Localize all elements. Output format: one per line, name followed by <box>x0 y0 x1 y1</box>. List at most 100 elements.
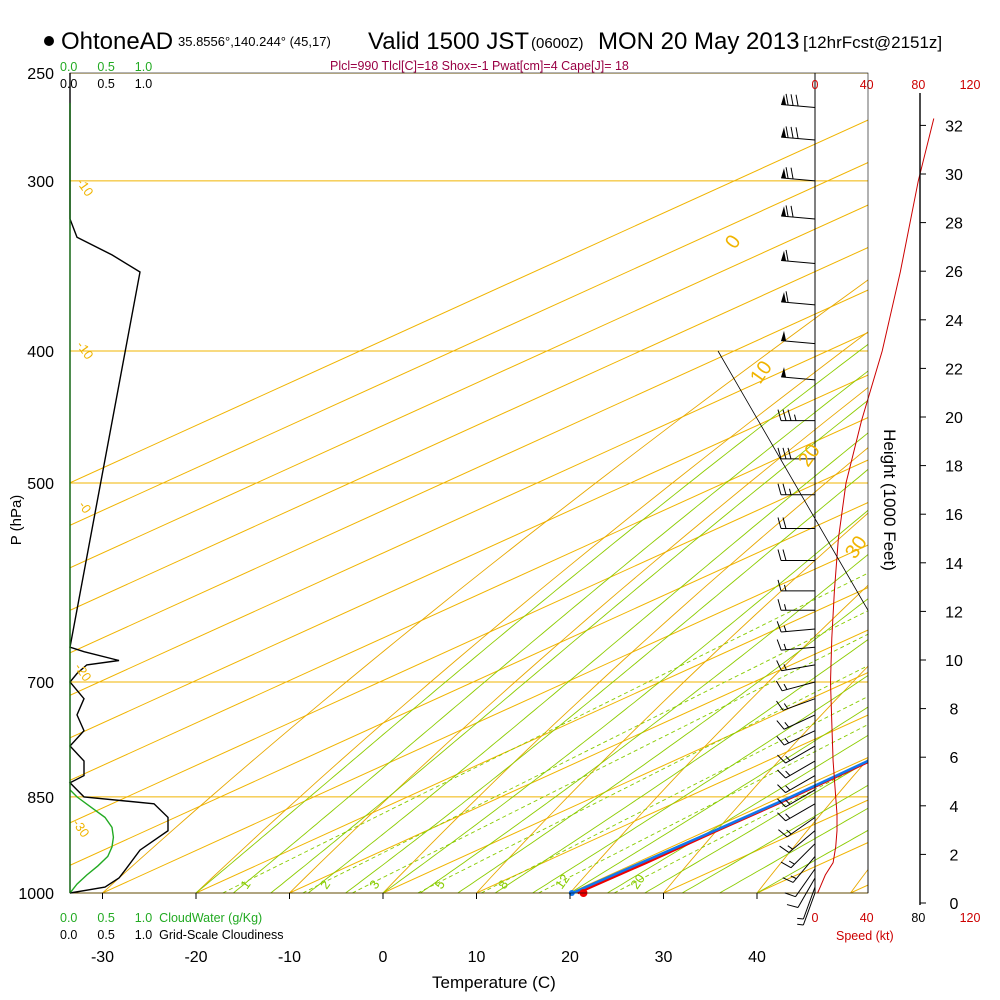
plot-frame <box>69 72 869 894</box>
pressure-tick-label: 300 <box>27 174 54 191</box>
wind-barb-half <box>784 737 790 744</box>
valid-time: Valid 1500 JST <box>368 28 529 55</box>
wind-barb <box>777 803 816 822</box>
moist-adiabat-line <box>719 807 868 894</box>
wind-barb-feather <box>785 205 789 217</box>
wind-barb-half <box>794 414 797 421</box>
forecast-info: [12hrFcst@2151z] <box>803 33 942 52</box>
dry-adiabat-line <box>850 868 868 894</box>
wind-barb-half <box>787 845 794 850</box>
moist-adiabat-line <box>420 553 868 894</box>
wind-barb-feather <box>777 483 782 495</box>
temperature-tick-label: -10 <box>278 949 301 966</box>
isotherm-line <box>70 501 868 866</box>
height-tick-label: 8 <box>950 702 959 719</box>
mixing-ratio-label: 20 <box>627 871 648 891</box>
wind-barb <box>777 579 815 592</box>
wind-barb-feather <box>787 409 792 421</box>
wind-barb-staff <box>781 646 816 651</box>
dry-adiabat-line <box>663 665 868 894</box>
isotherm-line <box>289 629 868 894</box>
dry-adiabat-line <box>476 512 868 894</box>
wind-barbs <box>775 93 816 926</box>
wind-barb-flag <box>781 292 787 303</box>
height-tick-label: 32 <box>945 118 963 135</box>
moist-adiabat-line <box>233 370 868 894</box>
pressure-tick-label: 850 <box>27 790 54 807</box>
wind-barb-staff <box>781 301 816 306</box>
isotherm-label: 30 <box>841 532 872 563</box>
wind-barb-half <box>784 584 787 591</box>
wind-barb <box>777 549 815 562</box>
wind-barb-feather <box>790 94 794 106</box>
wind-barb <box>777 775 816 794</box>
pressure-tick-label: 400 <box>27 344 54 361</box>
dewpoint-line <box>572 759 868 895</box>
moist-adiabat-line <box>195 343 868 894</box>
mixing-ratio-line <box>613 761 868 894</box>
wind-barb-feather <box>782 549 787 561</box>
temperature-tick-label: 20 <box>561 949 579 966</box>
pressure-tick-label: 700 <box>27 675 54 692</box>
station-marker-icon <box>44 36 54 46</box>
wind-barb-feather <box>776 639 782 651</box>
moist-adiabat-line <box>569 706 868 894</box>
isotherm-line <box>70 119 868 484</box>
wind-barb-flag <box>781 250 787 261</box>
isotherm-label: -0 <box>76 498 95 516</box>
wind-barb <box>777 760 816 779</box>
moist-adiabat-line <box>681 784 868 894</box>
wind-barb-feather <box>790 205 794 218</box>
wind-barb-feather <box>785 126 789 138</box>
wind-barb-staff <box>785 745 816 764</box>
cloud-water-legend: 0.0 0.5 1.0 CloudWater (g/Kg) <box>60 911 262 925</box>
temperature-tick-label: 10 <box>468 949 486 966</box>
wind-barb-feather <box>790 126 794 139</box>
wind-barb-feather <box>784 892 796 898</box>
wind-barb-feather <box>785 291 789 303</box>
wind-barb <box>776 698 816 711</box>
wind-barb-flag <box>781 206 787 217</box>
moist-adiabat-line <box>270 399 868 894</box>
height-tick-label: 18 <box>945 459 963 476</box>
temperature-tick-label: -20 <box>184 949 207 966</box>
wind-barb-feather <box>779 845 790 853</box>
wind-barb-half <box>797 923 804 926</box>
wind-barb-feather <box>795 127 799 139</box>
wind-speed-line <box>817 118 935 894</box>
wind-barb-feather <box>782 483 787 495</box>
station-coords: 35.8556°,140.244° (45,17) <box>178 34 331 49</box>
isotherm-line <box>70 459 868 824</box>
wind-barb <box>776 730 816 746</box>
wind-barb <box>776 621 816 633</box>
isotherm-label: 0 <box>721 231 745 253</box>
wind-barb-half <box>784 604 787 611</box>
wind-barb-feather <box>777 784 786 793</box>
speed-tick-label-top: 80 <box>911 78 925 92</box>
wind-barb <box>775 680 816 692</box>
wind-barb-feather <box>790 167 794 180</box>
wind-barb-staff <box>788 830 816 853</box>
wind-barb-staff <box>781 664 816 672</box>
isotherm-label: 20 <box>794 440 825 471</box>
wind-barb-feather <box>776 660 782 671</box>
wind-barb-half <box>789 488 792 495</box>
wind-barb-feather <box>776 736 785 746</box>
pressure-tick-label: 1000 <box>18 886 54 903</box>
temperature-tick-label: 40 <box>748 949 766 966</box>
x-axis-title: Temperature (C) <box>432 973 556 992</box>
wind-barb-feather <box>780 861 792 869</box>
isotherm-line <box>102 544 868 894</box>
wind-barb-half <box>783 625 787 632</box>
isotherm-label: -10 <box>74 175 97 199</box>
cloudiness-scale-top: 0.0 0.5 1.0 <box>60 77 152 91</box>
wind-barb-feather <box>777 798 786 808</box>
wind-barb-feather <box>782 409 787 421</box>
isotherm-line <box>70 416 868 781</box>
wind-barb <box>777 789 816 808</box>
dry-adiabat-line <box>195 331 868 894</box>
height-tick-label: 12 <box>945 604 963 621</box>
wind-barb-feather <box>777 409 782 421</box>
mixing-ratio-line <box>481 695 868 894</box>
wind-barb-flag <box>781 367 787 378</box>
